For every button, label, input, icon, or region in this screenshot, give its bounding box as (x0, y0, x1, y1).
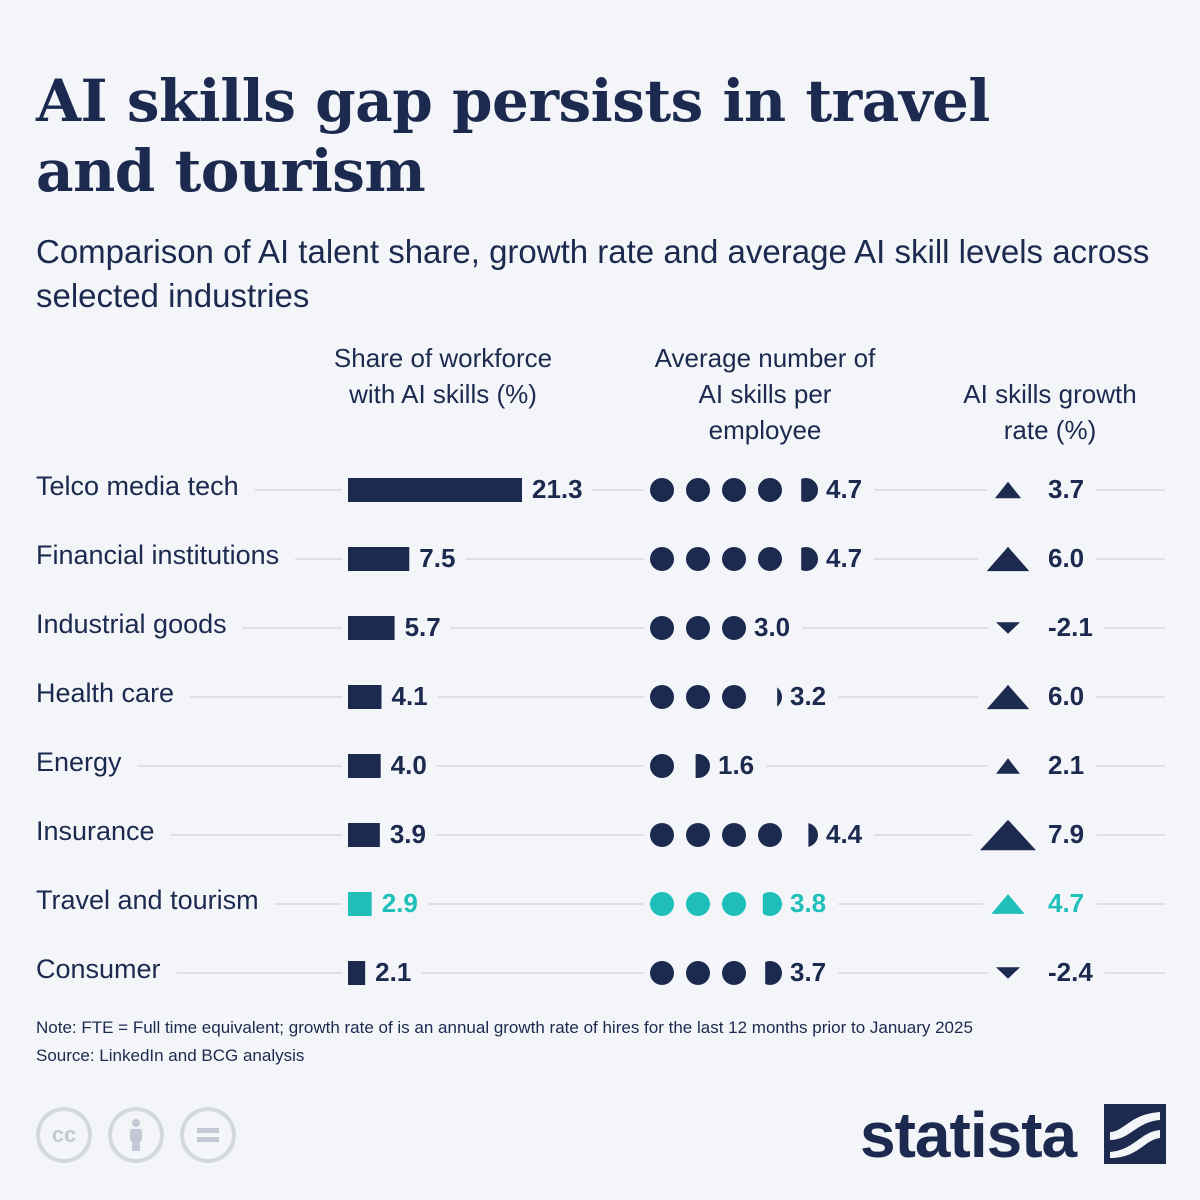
growth-value: 4.7 (1048, 888, 1084, 918)
row-label: Financial institutions (36, 540, 279, 570)
no-derivatives-icon[interactable] (180, 1107, 236, 1163)
skill-dot (650, 478, 674, 502)
skill-dot (650, 616, 674, 640)
skill-dot (650, 547, 674, 571)
share-value: 7.5 (419, 543, 455, 573)
share-bar (348, 616, 395, 640)
row-label: Insurance (36, 816, 155, 846)
growth-up-triangle (980, 819, 1036, 851)
row-label: Consumer (36, 954, 161, 984)
growth-value: -2.4 (1048, 957, 1093, 987)
skill-dot (686, 685, 710, 709)
skill-dot-partial (777, 687, 782, 707)
row-label: Telco media tech (36, 471, 239, 501)
skill-dot (650, 961, 674, 985)
growth-value: -2.1 (1048, 612, 1093, 642)
skill-dot (722, 478, 746, 502)
column-header-skills: Average number of AI skills per employee (654, 343, 876, 445)
attribution-icon[interactable] (108, 1107, 164, 1163)
skill-dot (722, 685, 746, 709)
growth-up-triangle (986, 546, 1030, 572)
skill-dot (686, 892, 710, 916)
growth-value: 3.7 (1048, 474, 1084, 504)
share-bar (348, 685, 382, 709)
cc-icon[interactable]: cc (36, 1107, 92, 1163)
column-header-growth: AI skills growth rate (%) (963, 379, 1137, 445)
statista-logo-text[interactable]: statista (860, 1099, 1077, 1171)
skill-dot (722, 547, 746, 571)
skills-value: 1.6 (718, 750, 754, 780)
skill-dot (686, 547, 710, 571)
growth-value: 6.0 (1048, 681, 1084, 711)
skill-dot (758, 547, 782, 571)
column-header-share: Share of workforce with AI skills (%) (333, 343, 553, 409)
skill-dot (650, 823, 674, 847)
chart-title: AI skills gap persists in travel and tou… (36, 67, 990, 205)
skill-dot-partial (762, 892, 782, 916)
growth-value: 7.9 (1048, 819, 1084, 849)
skills-value: 4.4 (826, 819, 863, 849)
chart-area: Telco media tech 21.3 4.7 3.7 Financial inst… (36, 471, 1165, 987)
share-value: 21.3 (532, 474, 583, 504)
share-value: 4.1 (391, 681, 427, 711)
skills-value: 4.7 (826, 474, 862, 504)
source-text: Source: LinkedIn and BCG analysis (36, 1046, 305, 1065)
share-value: 4.0 (391, 750, 427, 780)
skill-dot-partial (801, 547, 818, 571)
growth-up-triangle (994, 481, 1022, 499)
skill-dot (686, 616, 710, 640)
row-label: Industrial goods (36, 609, 227, 639)
skills-value: 4.7 (826, 543, 862, 573)
skill-dot (722, 961, 746, 985)
share-bar (348, 754, 381, 778)
row-label: Energy (36, 747, 122, 777)
skills-value: 3.0 (754, 612, 790, 642)
share-bar (348, 547, 410, 571)
row-label: Travel and tourism (36, 885, 259, 915)
growth-value: 2.1 (1048, 750, 1084, 780)
growth-value: 6.0 (1048, 543, 1084, 573)
footnote: Note: FTE = Full time equivalent; growth… (36, 1014, 1176, 1070)
skill-dot (722, 892, 746, 916)
skill-dot (722, 823, 746, 847)
share-value: 3.9 (390, 819, 426, 849)
growth-up-triangle (991, 894, 1025, 914)
skill-dot (686, 823, 710, 847)
skill-dot (650, 754, 674, 778)
note-text: Note: FTE = Full time equivalent; growth… (36, 1018, 973, 1037)
skill-dot (686, 961, 710, 985)
skill-dot-partial (765, 961, 782, 985)
growth-down-triangle (996, 622, 1020, 634)
skill-dot-partial (801, 478, 818, 502)
skill-dot (686, 478, 710, 502)
share-value: 2.1 (375, 957, 411, 987)
skills-value: 3.2 (790, 681, 826, 711)
share-bar (348, 823, 380, 847)
skills-value: 3.8 (790, 888, 826, 918)
skill-dot (722, 616, 746, 640)
skill-dot-partial (808, 823, 818, 847)
share-bar (348, 478, 522, 502)
share-bar (348, 892, 372, 916)
chart-subtitle: Comparison of AI talent share, growth ra… (36, 233, 1150, 314)
growth-up-triangle (996, 758, 1020, 774)
skill-dot (650, 892, 674, 916)
share-value: 5.7 (405, 612, 441, 642)
share-bar (348, 961, 366, 985)
growth-down-triangle (996, 967, 1020, 979)
skill-dot (758, 823, 782, 847)
row-label: Health care (36, 678, 174, 708)
skill-dot (758, 478, 782, 502)
skill-dot (650, 685, 674, 709)
share-value: 2.9 (382, 888, 418, 918)
skills-value: 3.7 (790, 957, 826, 987)
skill-dot-partial (695, 754, 710, 778)
statista-logo-icon[interactable] (1104, 1104, 1166, 1164)
growth-up-triangle (986, 684, 1030, 710)
